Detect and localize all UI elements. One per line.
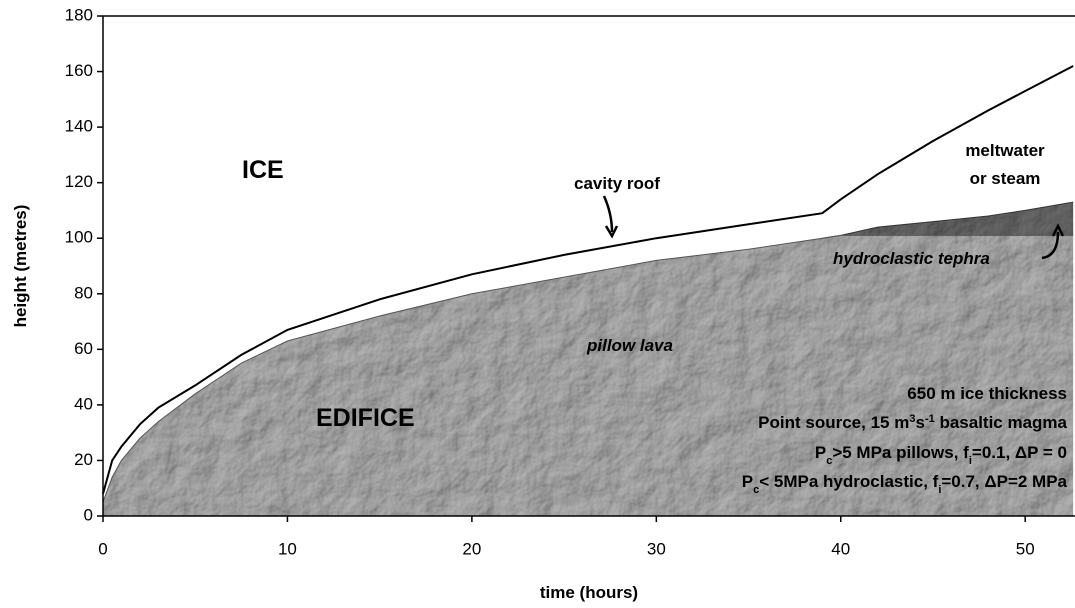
plot-area: 0 20 40 60 80 100 120 140 160 180 0 10 20 30 40 50 [65,5,1075,558]
info-line: 650 m ice thickness [907,384,1067,403]
y-axis-label: height (metres) [11,205,30,328]
edifice-label: EDIFICE [316,404,415,432]
x-tick-label: 10 [278,539,297,558]
arrow [602,195,614,233]
y-tick-label: 120 [65,172,93,191]
y-tick-label: 160 [65,61,93,80]
annotations: ICE EDIFICE cavity roof pillow lava hydr… [11,141,1068,602]
y-tick-label: 100 [65,228,93,247]
series-label: hydroclastic tephra [833,249,990,268]
area [103,235,1074,516]
y-tick-label: 40 [74,394,93,413]
info-line: Pc< 5MPa hydroclastic, fi=0.7, ΔP=2 MPa [742,472,1068,496]
x-axis-label: time (hours) [540,583,638,602]
line [102,65,1074,495]
line [102,234,1074,503]
meltwater-label: or steam [970,169,1041,188]
x-tick-label: 0 [98,539,107,558]
y-tick-label: 20 [74,450,93,469]
x-tick-label: 40 [831,539,850,558]
series-label: pillow lava [586,336,673,355]
info-line: Pc>5 MPa pillows, fi=0.1, ΔP = 0 [815,443,1067,467]
x-tick-label: 30 [647,539,666,558]
info-line: Point source, 15 m3s-1 basaltic magma [758,413,1067,432]
x-tick-label: 20 [462,539,481,558]
series-label: cavity roof [574,174,660,193]
y-tick-label: 0 [84,505,93,524]
y-tick-label: 60 [74,339,93,358]
arrow-head [604,225,619,239]
meltwater-label: meltwater [965,141,1045,160]
ice-label: ICE [242,156,284,184]
arrow-head [1051,223,1065,237]
arrow [1041,231,1060,260]
y-tick-label: 80 [74,283,93,302]
x-tick-label: 50 [1016,539,1035,558]
y-tick-label: 180 [65,5,93,24]
y-tick-label: 140 [65,117,93,136]
